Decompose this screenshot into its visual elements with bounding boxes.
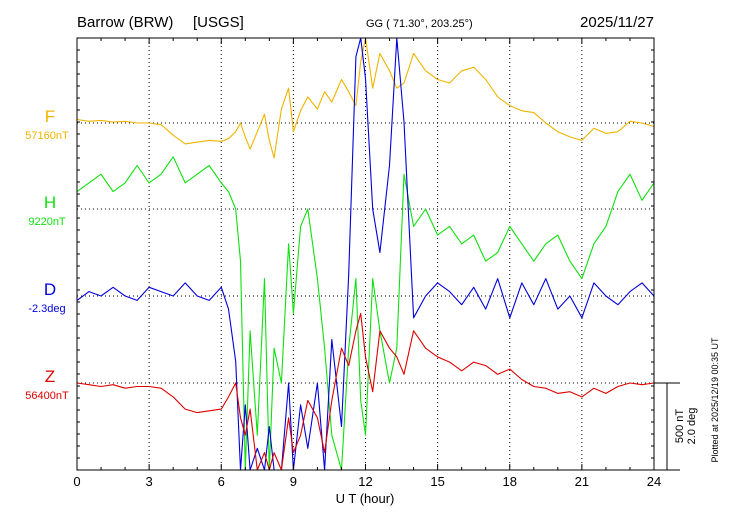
scale-label-deg: 2.0 deg [686,408,698,445]
series-line-h [76,156,655,471]
x-tick-label: 3 [146,474,153,489]
series-line-d [76,37,655,471]
date-label: 2025/11/27 [580,14,654,31]
series-name-d: D [44,280,56,299]
scale-bar [654,382,680,471]
x-tick-label: 21 [575,474,589,489]
x-tick-label: 9 [290,474,297,489]
series-labels: F 57160nT H 9220nT D -2.3deg Z 56400nT [25,107,69,402]
x-axis-label: U T (hour) [336,491,395,506]
series-name-f: F [45,107,55,126]
gridlines [77,38,654,470]
series-name-z: Z [45,367,55,386]
x-tick-label: 0 [73,474,80,489]
series-baseline-d: -2.3deg [28,303,65,315]
plotted-note: Plotted at 2025/12/19 00:35 UT [710,337,720,463]
series-baseline-f: 57160nT [25,130,69,142]
x-tick-label: 6 [218,474,225,489]
series-line-z [76,312,655,471]
scale-label-nt: 500 nT [674,409,686,444]
series-line-f [76,37,655,159]
x-tick-label: 15 [430,474,444,489]
source-label: [USGS] [193,14,244,31]
series-name-h: H [44,193,56,212]
x-tick-label: 12 [358,474,372,489]
series-baseline-h: 9220nT [28,216,66,228]
station-title: Barrow (BRW) [77,14,173,31]
series-baseline-z: 56400nT [25,390,69,402]
x-axis: 0 3 6 9 12 15 18 21 24 [73,38,661,489]
coords-label: GG ( 71.30°, 203.25°) [366,18,473,30]
x-tick-label: 18 [503,474,517,489]
x-tick-label: 24 [647,474,661,489]
